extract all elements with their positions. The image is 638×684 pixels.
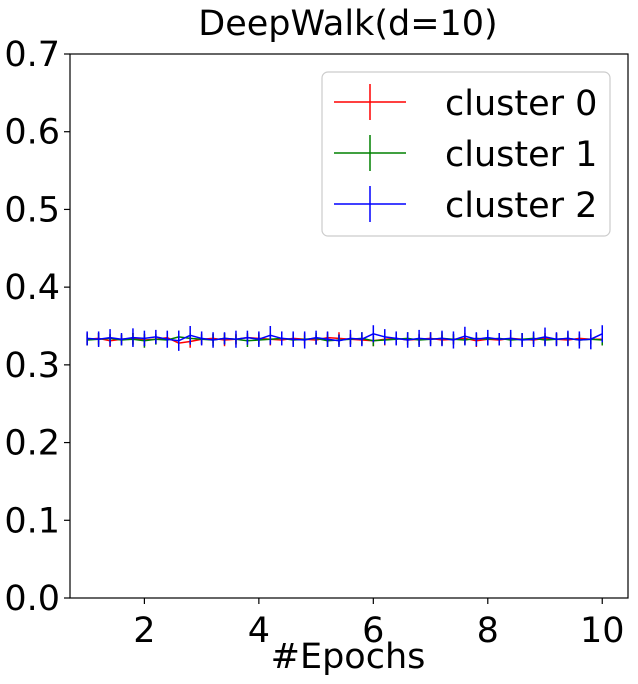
x-tick-label: 10 bbox=[580, 611, 625, 651]
x-tick-label: 2 bbox=[133, 611, 155, 651]
legend-item: cluster 2 bbox=[334, 186, 597, 226]
legend-items: cluster 0 cluster 1 cluster 2 bbox=[334, 84, 597, 226]
series-line bbox=[87, 332, 603, 342]
series-2 bbox=[86, 325, 603, 351]
legend: cluster 0 cluster 1 cluster 2 bbox=[321, 71, 611, 237]
series-layer bbox=[86, 325, 603, 351]
plot-area bbox=[69, 53, 629, 599]
x-tick-label: 4 bbox=[248, 611, 270, 651]
legend-label: cluster 1 bbox=[445, 135, 597, 175]
legend-item: cluster 0 bbox=[334, 84, 597, 124]
y-tick-label: 0.5 bbox=[4, 190, 60, 230]
y-tick-label: 0.0 bbox=[4, 579, 60, 619]
chart-title: DeepWalk(d=10) bbox=[198, 4, 497, 44]
legend-label: cluster 2 bbox=[445, 186, 597, 226]
y-axis: 0.0 0.1 0.2 0.3 0.4 0.5 0.6 0.7 bbox=[4, 35, 70, 619]
y-tick-label: 0.2 bbox=[4, 424, 60, 464]
x-axis-label: #Epochs bbox=[271, 637, 426, 677]
x-tick-label: 8 bbox=[477, 611, 499, 651]
y-tick-label: 0.7 bbox=[4, 35, 60, 75]
y-tick-label: 0.1 bbox=[4, 501, 60, 541]
y-tick-label: 0.6 bbox=[4, 113, 60, 153]
axes-frame bbox=[69, 53, 629, 599]
x-axis: 2 4 6 8 10 bbox=[133, 598, 625, 651]
y-tick-label: 0.3 bbox=[4, 346, 60, 386]
y-tick-label: 0.4 bbox=[4, 268, 60, 308]
legend-label: cluster 0 bbox=[445, 84, 597, 124]
legend-item: cluster 1 bbox=[334, 135, 597, 175]
legend-box bbox=[321, 71, 611, 237]
x-tick-label: 6 bbox=[362, 611, 384, 651]
